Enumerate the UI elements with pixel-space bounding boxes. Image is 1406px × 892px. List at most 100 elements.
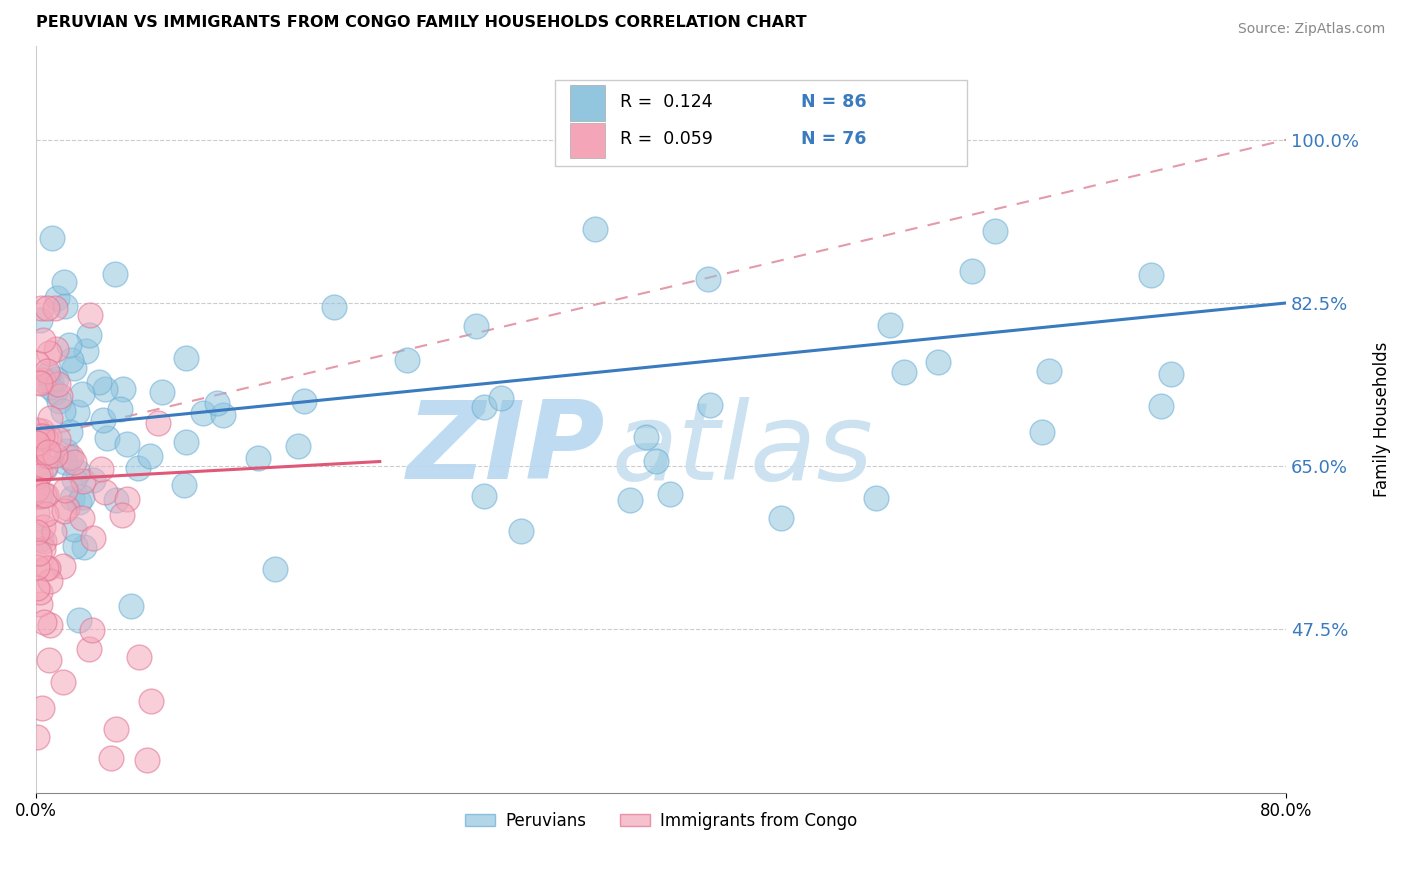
Point	[138, 449, 160, 463]
Point	[100, 751, 122, 765]
Point	[893, 365, 915, 379]
Point	[962, 264, 984, 278]
Point	[34, 458, 56, 473]
Point	[173, 478, 195, 492]
Point	[25, 560, 48, 574]
Point	[44, 525, 66, 540]
Text: N = 76: N = 76	[801, 130, 866, 148]
Point	[31, 520, 53, 534]
Point	[35, 507, 58, 521]
Point	[110, 508, 132, 523]
Point	[31, 429, 53, 443]
Point	[52, 504, 75, 518]
Point	[128, 650, 150, 665]
Point	[75, 343, 97, 358]
Legend: Peruvians, Immigrants from Congo: Peruvians, Immigrants from Congo	[458, 805, 863, 837]
Point	[34, 615, 56, 630]
Point	[37, 445, 59, 459]
Text: ZIP: ZIP	[406, 396, 605, 502]
Point	[91, 413, 114, 427]
Point	[34, 460, 56, 475]
Point	[63, 472, 86, 486]
Point	[323, 300, 346, 314]
Point	[583, 221, 606, 235]
Point	[44, 384, 66, 399]
Text: atlas: atlas	[612, 397, 873, 502]
Point	[110, 402, 132, 417]
Point	[39, 379, 62, 393]
Point	[27, 581, 49, 595]
Point	[65, 404, 87, 418]
Point	[70, 386, 93, 401]
Point	[77, 641, 100, 656]
Point	[77, 327, 100, 342]
Point	[96, 431, 118, 445]
Point	[174, 435, 197, 450]
Point	[27, 443, 49, 458]
Point	[246, 451, 269, 466]
Point	[1150, 399, 1173, 413]
Point	[59, 425, 82, 439]
Point	[35, 301, 58, 315]
Bar	[569, 122, 605, 159]
Point	[67, 466, 90, 480]
Point	[865, 491, 887, 505]
Point	[127, 461, 149, 475]
Point	[30, 312, 52, 326]
Point	[52, 404, 75, 418]
Point	[111, 382, 134, 396]
Point	[658, 487, 681, 501]
Point	[464, 319, 486, 334]
Point	[699, 398, 721, 412]
Point	[174, 351, 197, 365]
Point	[25, 423, 48, 437]
Point	[148, 416, 170, 430]
Point	[1038, 364, 1060, 378]
Point	[87, 375, 110, 389]
Point	[31, 542, 53, 557]
Point	[287, 439, 309, 453]
Point	[31, 700, 53, 714]
Point	[27, 730, 49, 744]
Point	[35, 363, 58, 377]
Point	[28, 375, 51, 389]
Point	[27, 482, 49, 496]
Point	[48, 394, 70, 409]
Point	[27, 546, 49, 560]
Point	[104, 723, 127, 737]
Point	[58, 337, 80, 351]
Point	[60, 450, 83, 464]
Point	[52, 558, 75, 573]
Point	[31, 424, 53, 438]
Point	[1160, 368, 1182, 382]
Point	[35, 560, 58, 574]
Point	[212, 408, 235, 422]
Point	[474, 489, 496, 503]
Point	[472, 400, 495, 414]
Point	[94, 485, 117, 500]
Point	[44, 448, 66, 462]
Point	[396, 353, 419, 368]
Text: PERUVIAN VS IMMIGRANTS FROM CONGO FAMILY HOUSEHOLDS CORRELATION CHART: PERUVIAN VS IMMIGRANTS FROM CONGO FAMILY…	[37, 15, 807, 30]
Point	[53, 299, 76, 313]
Point	[39, 374, 62, 388]
Point	[37, 561, 59, 575]
Point	[53, 275, 76, 289]
Point	[60, 491, 83, 505]
Point	[90, 462, 112, 476]
Point	[34, 488, 56, 502]
Point	[30, 301, 52, 315]
Point	[25, 524, 48, 539]
Point	[28, 598, 51, 612]
Point	[37, 367, 59, 381]
Point	[30, 489, 52, 503]
Point	[67, 613, 90, 627]
Point	[72, 510, 94, 524]
Point	[39, 410, 62, 425]
Point	[619, 492, 641, 507]
Point	[59, 352, 82, 367]
Point	[30, 585, 52, 599]
Point	[62, 361, 84, 376]
Point	[27, 469, 49, 483]
Point	[39, 618, 62, 632]
